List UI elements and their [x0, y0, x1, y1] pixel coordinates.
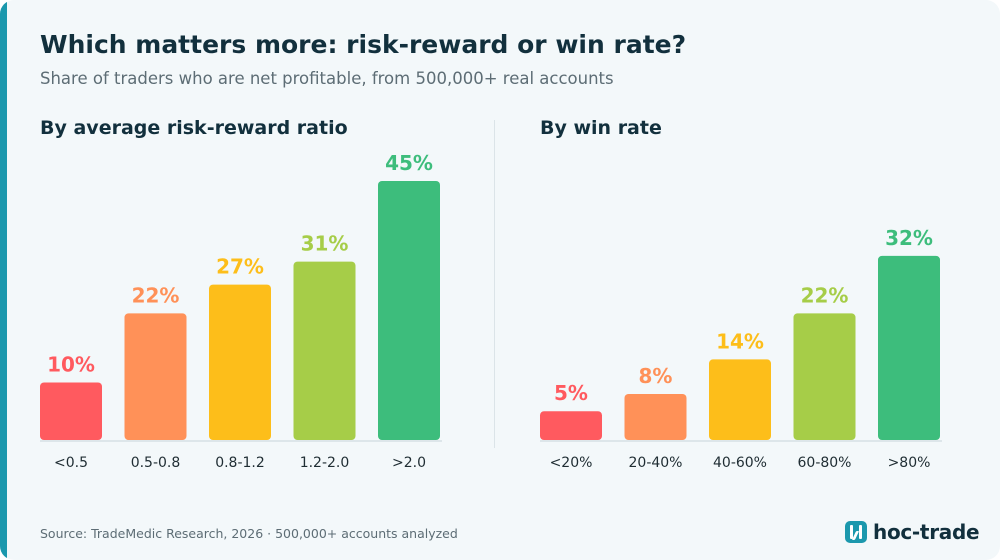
x-tick-label-4: 60-80% — [798, 455, 852, 471]
bar-4 — [293, 261, 356, 440]
brand-name: hoc-trade — [873, 520, 980, 544]
page-subtitle: Share of traders who are net profitable,… — [40, 69, 614, 88]
x-tick-label-3: 0.8-1.2 — [215, 455, 265, 471]
brand-logo: hoc-trade — [845, 520, 980, 544]
win-rate-bar-chart: 5% <20% 8% 20-40% 14% 40-60% 22% 60-80% 32% >80% — [540, 226, 942, 471]
data-label-3: 27% — [216, 255, 264, 279]
chart-title-win-rate: By win rate — [540, 117, 662, 139]
bar-1 — [40, 382, 102, 440]
panel-divider — [494, 120, 495, 448]
data-label-2: 8% — [639, 364, 673, 388]
bar-5 — [378, 181, 440, 440]
bar-2 — [624, 393, 687, 440]
bar-1 — [540, 411, 602, 440]
x-tick-label-5: >2.0 — [392, 455, 426, 471]
data-label-5: 32% — [885, 226, 933, 250]
data-label-4: 22% — [801, 283, 849, 307]
bar-4 — [793, 313, 856, 440]
bar-3 — [209, 284, 271, 440]
x-tick-label-1: <20% — [550, 455, 593, 471]
x-tick-label-1: <0.5 — [54, 455, 88, 471]
data-label-5: 45% — [385, 151, 433, 175]
risk-reward-bar-chart: 10% <0.5 22% 0.5-0.8 27% 0.8-1.2 31% 1.2-2.0 45%… — [40, 151, 442, 471]
bar-2 — [124, 313, 187, 440]
page-title: Which matters more: risk-reward or win r… — [40, 30, 687, 59]
logo-icon — [845, 521, 867, 543]
chart-title-risk-reward: By average risk-reward ratio — [40, 117, 348, 139]
source-note: Source: TradeMedic Research, 2026 · 500,… — [40, 526, 458, 541]
bar-5 — [878, 255, 940, 440]
x-tick-label-2: 0.5-0.8 — [131, 455, 181, 471]
x-tick-label-5: >80% — [888, 455, 931, 471]
x-tick-label-3: 40-60% — [713, 455, 767, 471]
data-label-1: 5% — [554, 381, 588, 405]
data-label-4: 31% — [301, 232, 349, 256]
x-tick-label-4: 1.2-2.0 — [300, 455, 350, 471]
accent-bar — [0, 0, 7, 560]
data-label-3: 14% — [716, 329, 764, 353]
data-label-1: 10% — [47, 352, 95, 376]
bar-3 — [709, 359, 771, 440]
x-tick-label-2: 20-40% — [629, 455, 683, 471]
data-label-2: 22% — [132, 283, 180, 307]
